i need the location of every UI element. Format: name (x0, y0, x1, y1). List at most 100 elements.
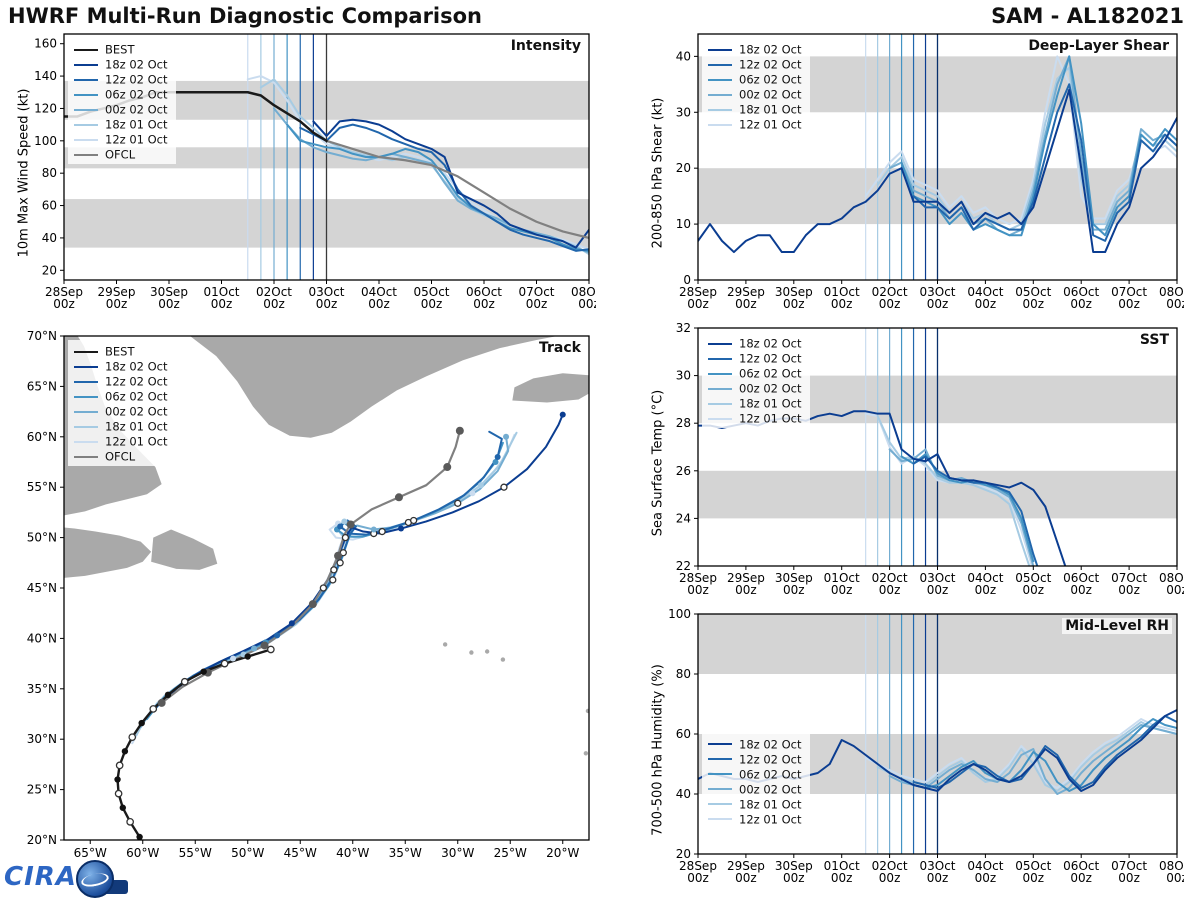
svg-text:28: 28 (676, 416, 691, 430)
svg-text:50°N: 50°N (27, 531, 57, 545)
svg-text:00z: 00z (687, 297, 709, 311)
track-marker (559, 411, 566, 418)
svg-text:20°N: 20°N (27, 833, 57, 847)
svg-text:30: 30 (676, 369, 691, 383)
track-marker (378, 527, 386, 536)
svg-text:03Oct: 03Oct (308, 285, 344, 299)
track-marker (308, 600, 317, 609)
track-marker (267, 645, 275, 654)
legend-swatch (74, 410, 98, 413)
svg-text:01Oct: 01Oct (824, 285, 860, 299)
rh-legend: 18z 02 Oct 12z 02 Oct 06z 02 Oct 00z 02 Oct… (702, 732, 810, 829)
legend-swatch (74, 153, 98, 156)
svg-text:06Oct: 06Oct (1063, 285, 1099, 299)
legend-label: 06z 02 Oct (739, 72, 802, 87)
series-18z-01-oct (876, 721, 1177, 792)
svg-text:07Oct: 07Oct (1111, 571, 1147, 585)
track-marker (455, 426, 464, 435)
track-legend: BEST 18z 02 Oct 12z 02 Oct 06z 02 Oct 00z 02… (68, 340, 176, 466)
legend-swatch (74, 395, 98, 398)
svg-text:05Oct: 05Oct (1015, 859, 1051, 873)
cira-logo: CIRA (2, 860, 132, 900)
series-06z-02-oct (900, 55, 1177, 237)
legend-entry-12z-01-oct: 12z 01 Oct (708, 410, 802, 426)
svg-text:100: 100 (668, 608, 691, 621)
legend-entry-00z-02-oct: 00z 02 Oct (708, 380, 802, 396)
track-marker (336, 559, 344, 567)
sst-panel-title: SST (1136, 332, 1172, 348)
svg-text:00z: 00z (831, 871, 853, 885)
legend-swatch (708, 342, 732, 345)
legend-entry-18z-02-oct: 18z 02 Oct (708, 41, 802, 57)
legend-label: BEST (105, 42, 135, 57)
legend-swatch (74, 93, 98, 96)
svg-text:80: 80 (42, 166, 57, 180)
legend-swatch (708, 93, 732, 96)
svg-text:20: 20 (676, 161, 691, 175)
track-map: 65°W 60°W 55°W 50°W 45°W 40°W 35°W 30°W 25°W 20°W… (27, 330, 590, 860)
svg-text:08Oct: 08Oct (1159, 859, 1184, 873)
landmass (64, 527, 152, 578)
svg-text:06Oct: 06Oct (466, 285, 502, 299)
svg-text:00z: 00z (735, 297, 757, 311)
legend-label: BEST (105, 344, 135, 359)
sst-legend: 18z 02 Oct 12z 02 Oct 06z 02 Oct 00z 02 Oct… (702, 332, 810, 428)
svg-text:29Sep: 29Sep (727, 571, 765, 585)
svg-text:07Oct: 07Oct (1111, 859, 1147, 873)
svg-text:00z: 00z (879, 583, 901, 597)
legend-entry-12z-02-oct: 12z 02 Oct (708, 751, 802, 766)
svg-text:00z: 00z (975, 871, 997, 885)
legend-entry-best: BEST (74, 343, 168, 359)
cira-globe-icon (76, 860, 114, 898)
track-marker (114, 776, 121, 783)
svg-text:05Oct: 05Oct (1015, 285, 1051, 299)
legend-label: 18z 02 Oct (739, 42, 802, 57)
legend-swatch (708, 108, 732, 111)
legend-label: 00z 02 Oct (105, 102, 168, 117)
legend-label: 00z 02 Oct (739, 87, 802, 102)
svg-text:40: 40 (42, 231, 57, 245)
svg-text:28Sep: 28Sep (679, 859, 717, 873)
legend-label: 12z 01 Oct (739, 812, 802, 827)
svg-text:28Sep: 28Sep (45, 285, 83, 299)
legend-swatch (74, 78, 98, 81)
track-marker (288, 620, 295, 627)
legend-label: 00z 02 Oct (105, 404, 168, 419)
track-marker (149, 705, 158, 713)
legend-entry-00z-02-oct: 00z 02 Oct (74, 101, 168, 117)
legend-entry-12z-01-oct: 12z 01 Oct (74, 131, 168, 147)
landmass (512, 373, 589, 403)
svg-text:00z: 00z (975, 583, 997, 597)
legend-entry-06z-02-oct: 06z 02 Oct (708, 365, 802, 381)
svg-text:02Oct: 02Oct (256, 285, 292, 299)
sst-chart: 28Sep00z29Sep00z30Sep00z01Oct00z02Oct00z… (676, 322, 1184, 597)
track-marker (334, 551, 343, 560)
svg-text:70°N: 70°N (27, 330, 57, 343)
svg-text:02Oct: 02Oct (872, 859, 908, 873)
svg-text:08Oct: 08Oct (1159, 571, 1184, 585)
svg-text:00z: 00z (53, 297, 75, 311)
legend-swatch (74, 63, 98, 66)
intensity-ylabel: 10m Max Wind Speed (kt) (16, 88, 32, 258)
init-time-lines (247, 34, 328, 280)
track-marker (329, 576, 337, 584)
svg-text:60°N: 60°N (27, 430, 57, 444)
legend-entry-18z-01-oct: 18z 01 Oct (708, 101, 802, 117)
svg-text:40: 40 (676, 787, 691, 801)
legend-swatch (708, 48, 732, 51)
svg-text:60°W: 60°W (126, 846, 159, 860)
legend-swatch (708, 402, 732, 405)
track-marker (114, 789, 123, 798)
legend-swatch (708, 357, 732, 360)
svg-text:00z: 00z (1118, 871, 1140, 885)
intensity-panel-title: Intensity (507, 38, 584, 54)
svg-text:25°N: 25°N (27, 783, 57, 797)
svg-text:00z: 00z (1023, 297, 1045, 311)
svg-text:30: 30 (676, 105, 691, 119)
cira-logo-text: CIRA (4, 862, 77, 892)
svg-text:30Sep: 30Sep (150, 285, 188, 299)
legend-entry-12z-02-oct: 12z 02 Oct (708, 56, 802, 72)
track-marker (157, 698, 166, 707)
legend-entry-18z-01-oct: 18z 01 Oct (74, 116, 168, 132)
track-marker (230, 655, 237, 662)
